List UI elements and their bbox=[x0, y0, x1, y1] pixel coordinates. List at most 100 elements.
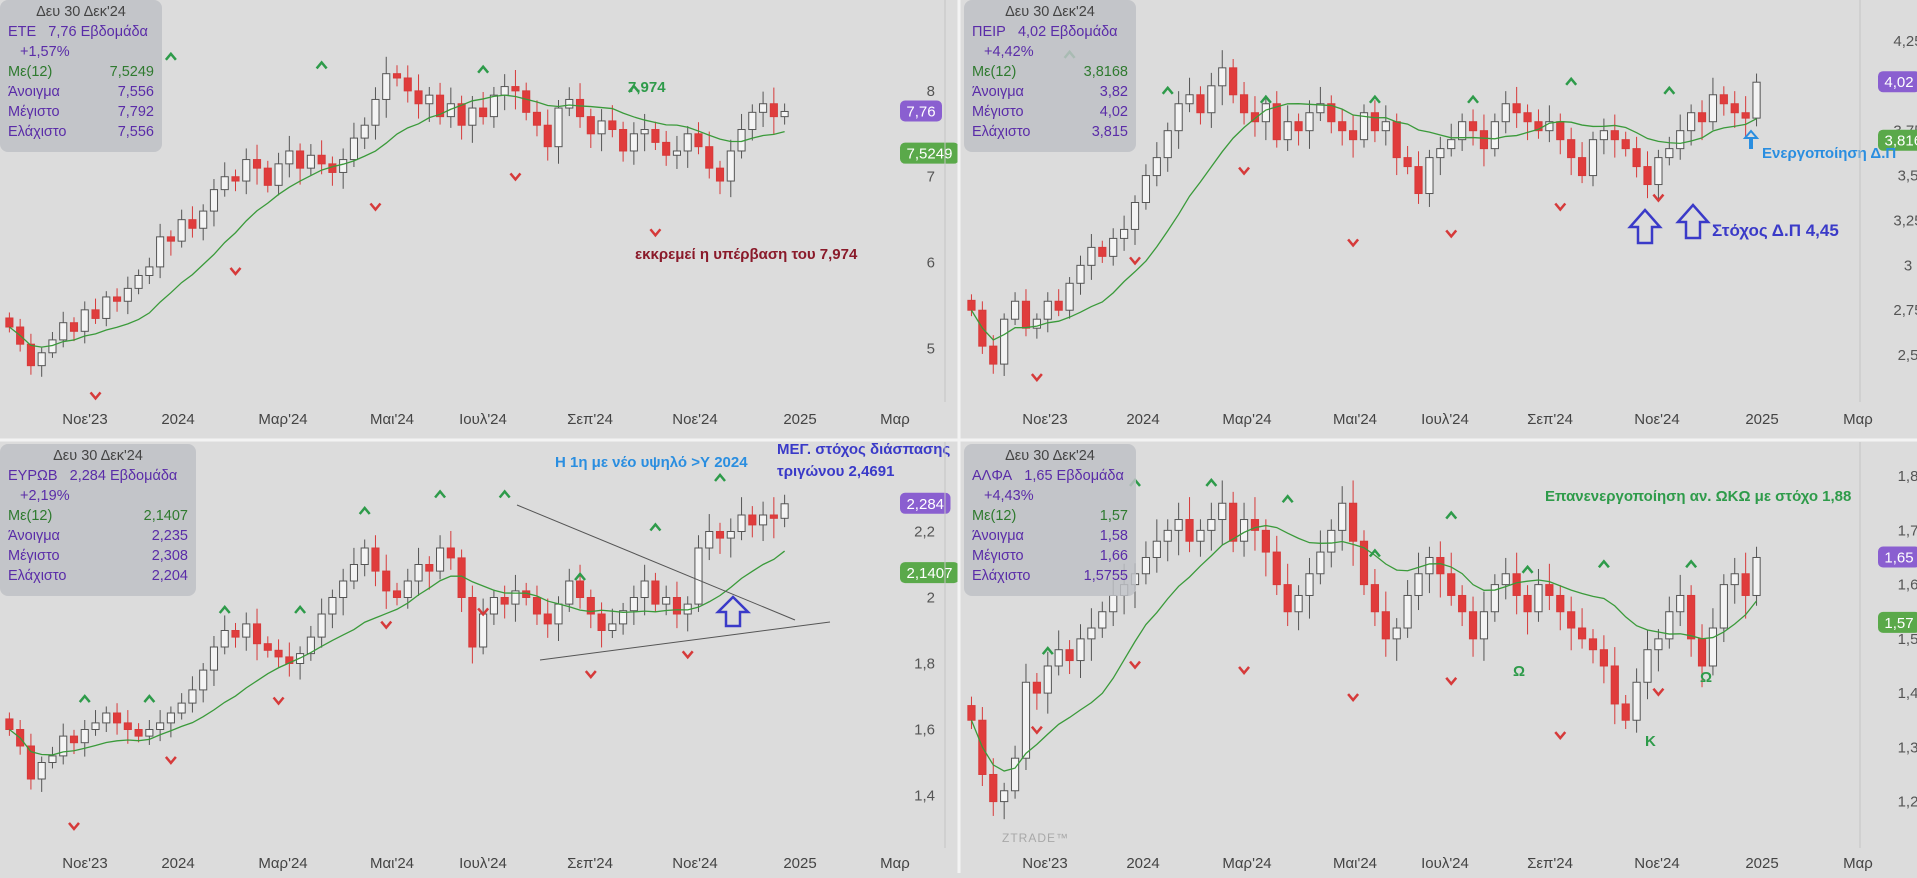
candle-body bbox=[554, 107, 563, 148]
candle-body bbox=[1109, 594, 1118, 613]
signal-down-marker bbox=[1129, 256, 1141, 266]
candle-body bbox=[1588, 638, 1598, 651]
signal-up-marker bbox=[498, 489, 511, 499]
info-ma-value: 7,5249 bbox=[109, 64, 154, 80]
price-badge-bg bbox=[1878, 546, 1917, 568]
candle-body bbox=[166, 236, 175, 242]
candle-body bbox=[1152, 540, 1161, 558]
note-pending-breakout: εκκρεμεί η υπέρβαση του 7,974 bbox=[635, 246, 858, 263]
price-badge: 2,284 bbox=[900, 492, 951, 514]
x-tick-label: Νοε'24 bbox=[672, 855, 717, 872]
info-open: 3,82 bbox=[1099, 84, 1128, 100]
signal-up-marker bbox=[477, 64, 490, 74]
candle-body bbox=[726, 150, 735, 182]
candle-body bbox=[608, 120, 617, 131]
candle-body bbox=[403, 77, 412, 92]
candle-body bbox=[328, 597, 337, 615]
candle-body bbox=[726, 531, 735, 539]
candle-body bbox=[1534, 121, 1543, 132]
info-price: 2,284 bbox=[69, 468, 106, 484]
candle-body bbox=[1065, 282, 1074, 311]
ma-badge-text: 1,57 bbox=[1884, 615, 1913, 632]
x-tick-label: Μαρ bbox=[1843, 855, 1873, 872]
candle-body bbox=[1447, 139, 1456, 150]
info-change: +1,57% bbox=[20, 44, 70, 60]
candle-body bbox=[1458, 121, 1467, 141]
candle-body bbox=[511, 590, 520, 605]
y-tick-label: 3,5 bbox=[1898, 168, 1917, 185]
x-tick-label: Μαρ'24 bbox=[1222, 855, 1271, 872]
info-high-label: Μέγιστο bbox=[8, 104, 60, 120]
chart-panel-ete: 5 6 7 8 Νοε'23 2024 Μαρ'24 Μαι'24 Ιουλ'24 Σεπ'24 Ν… bbox=[0, 0, 959, 435]
candle-body bbox=[586, 597, 595, 615]
info-low: 1,5755 bbox=[1083, 568, 1128, 584]
candle-body bbox=[263, 643, 272, 651]
info-price: 4,02 bbox=[1017, 24, 1047, 40]
candle-body bbox=[629, 133, 638, 152]
info-ma-label: Με(12) bbox=[8, 64, 53, 80]
signal-up-marker bbox=[164, 51, 177, 61]
candle-body bbox=[989, 773, 998, 803]
candle-body bbox=[1490, 584, 1499, 613]
y-tick-label: 3 bbox=[1904, 257, 1912, 274]
candle-body bbox=[1261, 529, 1270, 553]
candle-body bbox=[575, 580, 585, 598]
candle-body bbox=[1272, 103, 1281, 141]
signal-down-marker bbox=[380, 620, 393, 630]
candle-body bbox=[1588, 139, 1598, 177]
candle-body bbox=[1239, 94, 1249, 114]
candle-body bbox=[145, 266, 154, 276]
y-tick-label: 2 bbox=[927, 590, 935, 607]
signal-down-marker bbox=[164, 756, 177, 765]
candle-body bbox=[662, 597, 671, 605]
price-badge-text: 2,284 bbox=[906, 496, 944, 513]
signal-down-marker bbox=[229, 267, 242, 276]
candle-body bbox=[489, 597, 498, 615]
signal-down-marker bbox=[1445, 677, 1458, 686]
candle-body bbox=[565, 98, 574, 109]
candle-body bbox=[403, 580, 412, 598]
info-high: 7,792 bbox=[117, 104, 154, 120]
candle-body bbox=[48, 755, 57, 764]
info-high-label: Μέγιστο bbox=[972, 104, 1024, 120]
price-badge-bg bbox=[900, 100, 942, 122]
price-badge-text: 1,65 bbox=[1884, 549, 1913, 566]
candle-body bbox=[26, 745, 35, 780]
candle-body bbox=[392, 73, 402, 79]
x-tick-label: 2024 bbox=[1126, 855, 1159, 872]
candle-body bbox=[1109, 237, 1118, 257]
reactivation-label: Επανενεργοποίηση αν. ΩΚΩ με στόχο 1,88 bbox=[1545, 488, 1851, 505]
candle-body bbox=[37, 352, 46, 367]
info-date: Δευ 30 Δεκ'24 bbox=[1005, 448, 1095, 464]
info-symbol: ΕΥΡΩΒ bbox=[8, 468, 58, 484]
candle-body bbox=[349, 137, 358, 161]
candle-body bbox=[1468, 611, 1478, 640]
candle-body bbox=[1272, 551, 1281, 586]
info-box-eurob: Δευ 30 Δεκ'24 ΕΥΡΩΒ 2,284 Εβδομάδα +2,19… bbox=[0, 444, 196, 596]
candle-body bbox=[1545, 121, 1554, 132]
candle-body bbox=[468, 597, 477, 648]
info-symbol: ΕΤΕ bbox=[8, 24, 37, 40]
candle-body bbox=[651, 580, 660, 605]
candle-body bbox=[1392, 121, 1401, 159]
candle-body bbox=[5, 718, 14, 731]
candle-body bbox=[1556, 121, 1565, 141]
candle-body bbox=[1076, 638, 1085, 662]
signal-up-marker bbox=[1597, 559, 1610, 569]
candle-body bbox=[1043, 665, 1052, 694]
candle-body bbox=[156, 722, 165, 731]
ma-badge-text: 7,5249 bbox=[907, 146, 953, 163]
candle-body bbox=[69, 735, 79, 744]
candle-body bbox=[166, 712, 175, 724]
candle-body bbox=[425, 564, 434, 572]
info-period: Εβδομάδα bbox=[80, 24, 148, 40]
x-tick-label: 2024 bbox=[161, 855, 194, 872]
candle-body bbox=[1229, 67, 1238, 96]
info-price: 7,76 bbox=[48, 24, 77, 40]
candle-body bbox=[1512, 103, 1521, 114]
candle-body bbox=[1665, 148, 1674, 159]
candle-body bbox=[263, 167, 272, 186]
y-tick-label: 2,75 bbox=[1893, 302, 1917, 319]
candle-body bbox=[1283, 584, 1292, 613]
